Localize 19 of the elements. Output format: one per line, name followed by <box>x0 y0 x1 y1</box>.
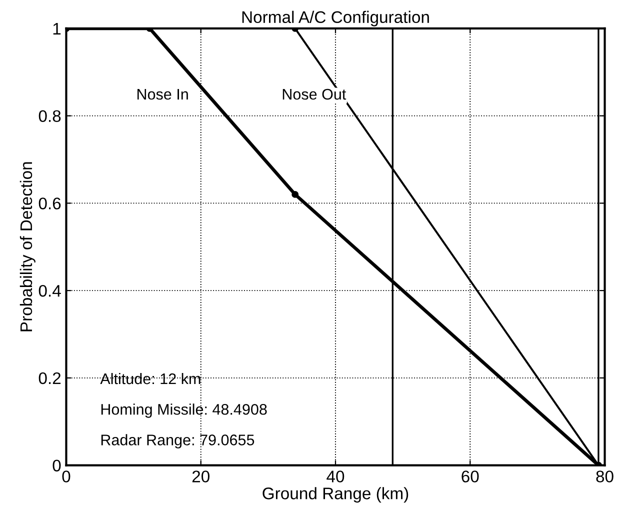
annotation: Homing Missile: 48.4908 <box>101 404 267 418</box>
y-tick-label: 0.4 <box>38 284 61 297</box>
x-tick-label: 0 <box>62 470 70 482</box>
series-label: Nose Out <box>282 88 346 100</box>
y-axis-title: Probability of Detection <box>20 162 36 332</box>
x-tick-label: 60 <box>462 470 479 482</box>
y-tick-label: 1 <box>53 23 61 34</box>
y-tick-label: 0.8 <box>38 110 61 122</box>
series-label: Nose In <box>137 89 188 100</box>
chart-title: Normal A/C Configuration <box>242 10 429 26</box>
x-axis-title: Ground Range (km) <box>262 487 408 503</box>
x-tick-label: 40 <box>326 470 344 482</box>
y-tick-label: 0.2 <box>38 372 61 384</box>
y-tick-label: 0.6 <box>38 198 61 210</box>
y-tick-label: 0 <box>52 460 61 472</box>
x-tick-label: 20 <box>192 470 210 482</box>
x-tick-label: 80 <box>596 470 614 482</box>
annotation: Radar Range: 79.0655 <box>101 434 254 448</box>
annotation: Altitude: 12 km <box>100 372 200 384</box>
